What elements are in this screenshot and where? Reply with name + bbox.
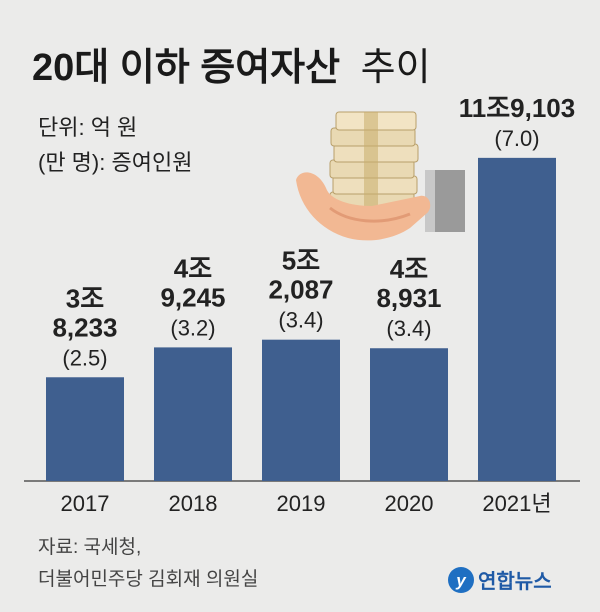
bar-2021: [478, 157, 556, 481]
value-label-2020-0: 4조: [390, 254, 428, 284]
value-label-2018-1: 9,245: [160, 282, 225, 312]
bar-2020: [370, 348, 448, 481]
chart-title-bold: 20대 이하 증여자산: [32, 47, 340, 89]
value-label-2017-0: 3조: [66, 283, 104, 313]
value-label-2017-1: 8,233: [52, 312, 117, 342]
yonhap-logo: y 연합뉴스: [448, 567, 552, 593]
unit-label: 단위: 억 원: [38, 115, 137, 140]
x-tick-2017: 2017: [61, 491, 110, 516]
source-line-2: 더불어민주당 김회재 의원실: [38, 568, 258, 590]
value-label-2021-0: 11조9,103: [459, 93, 575, 123]
yonhap-logo-text: 연합뉴스: [478, 570, 552, 593]
bars-group: [46, 157, 556, 481]
source-line-1: 자료: 국세청,: [38, 536, 141, 558]
yonhap-logo-glyph: y: [455, 571, 467, 590]
chart-title-light: 추이: [361, 47, 431, 89]
x-tick-2019: 2019: [277, 491, 326, 516]
secondary-label-2017: (2.5): [62, 345, 107, 370]
secondary-unit-label: (만 명): 증여인원: [38, 150, 192, 175]
x-tick-labels-group: 2017 2018 2019 2020 2021년: [61, 491, 552, 516]
secondary-label-2020: (3.4): [386, 316, 431, 341]
x-tick-2020: 2020: [385, 491, 434, 516]
value-label-2019-1: 2,087: [268, 275, 333, 305]
value-label-2020-1: 8,931: [376, 283, 441, 313]
x-tick-2021: 2021년: [482, 491, 551, 516]
secondary-label-2018: (3.2): [170, 315, 215, 340]
value-labels-group: (2.5)3조8,233 (3.2)4조9,245(3.4)5조2,087(3.4…: [52, 93, 575, 370]
value-label-2018-0: 4조: [174, 253, 212, 283]
x-tick-2018: 2018: [169, 491, 218, 516]
chart-title: 20대 이하 증여자산 추이: [32, 47, 431, 89]
secondary-label-2021: (7.0): [494, 126, 539, 151]
value-label-2019-0: 5조: [282, 246, 320, 276]
secondary-label-2019: (3.4): [278, 308, 323, 333]
bar-2019: [262, 339, 340, 481]
bar-2018: [154, 347, 232, 481]
hand-holding-money-icon: [296, 111, 465, 241]
bar-2017: [46, 377, 124, 481]
yonhap-logo-icon: [448, 567, 474, 593]
